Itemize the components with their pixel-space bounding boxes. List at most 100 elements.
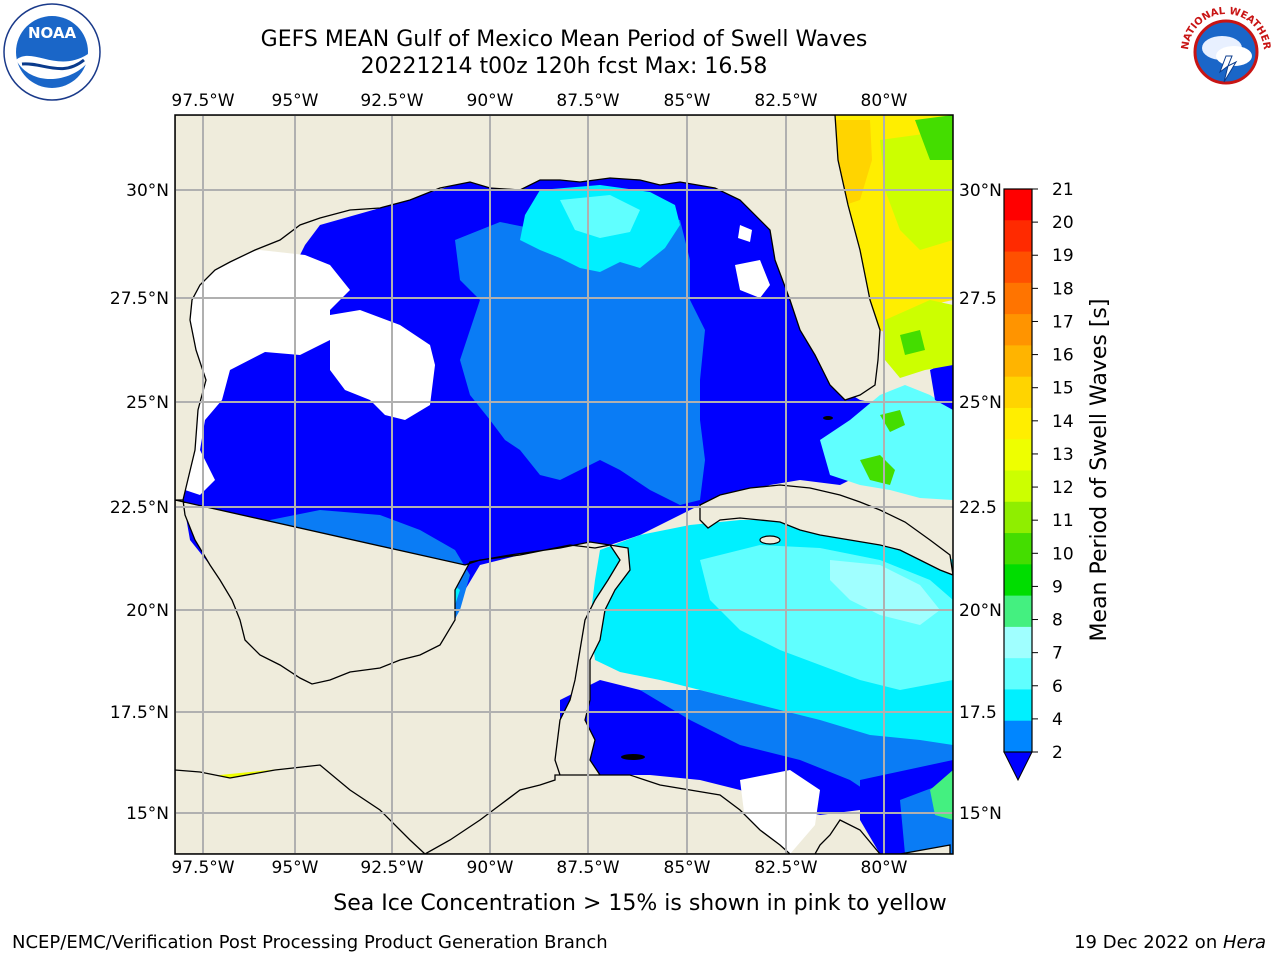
colorbar-bin [1004, 564, 1032, 597]
lat-tick-label: 30°N [126, 181, 169, 201]
colorbar-bin [1004, 470, 1032, 503]
lon-tick-label: 85°W [664, 91, 711, 111]
gulf-nodata-ne [735, 260, 770, 298]
lon-tick-label: 80°W [861, 858, 908, 878]
footer-date: 19 Dec 2022 on Hera [1074, 932, 1266, 953]
lon-tick-label: 82.5°W [754, 91, 817, 111]
colorbar-bin [1004, 251, 1032, 284]
colorbar-tick-label: 8 [1052, 611, 1063, 631]
colorbar-bin [1004, 626, 1032, 659]
lon-tick-label: 85°W [664, 858, 711, 878]
lat-tick-label: 20°N [126, 601, 169, 621]
gulf-nodata-west [182, 250, 350, 495]
colorbar-bin [1004, 658, 1032, 690]
colorbar-tick-label: 20 [1052, 213, 1074, 233]
colorbar-bin [1004, 720, 1032, 753]
footer-date-text: 19 Dec 2022 on [1074, 932, 1223, 953]
footer-host: Hera [1222, 932, 1266, 953]
lat-tick-labels-right: 30°N 27.5 25°N 22.5 20°N 17.5 15°N [959, 181, 1002, 824]
colorbar-bin [1004, 689, 1032, 722]
colorbar-tick-label: 18 [1052, 279, 1074, 299]
lon-tick-label: 97.5°W [171, 858, 234, 878]
lon-tick-label: 90°W [467, 91, 514, 111]
lat-tick-label: 25°N [959, 393, 1002, 413]
gulf-nodata-center [330, 310, 435, 420]
colorbar-bin [1004, 376, 1032, 409]
colorbar-bin [1004, 407, 1032, 440]
lon-tick-label: 87.5°W [556, 91, 619, 111]
noaa-logo: NOAA [3, 3, 101, 101]
colorbar: 21 20 19 18 17 16 15 14 13 12 11 10 9 8 7 6 4 2 [1003, 180, 1074, 782]
colorbar-label: Mean Period of Swell Waves [s] [1087, 299, 1112, 642]
colorbar-tick-label: 9 [1052, 577, 1063, 597]
lon-tick-label: 92.5°W [360, 858, 423, 878]
map-gridlines [175, 115, 953, 854]
lon-tick-labels-bottom: 97.5°W 95°W 92.5°W 90°W 87.5°W 85°W 82.5°W 80°W [171, 858, 907, 878]
colorbar-tick-label: 14 [1052, 412, 1074, 432]
lat-tick-label: 22.5 [959, 498, 997, 518]
colorbar-bin [1004, 595, 1032, 628]
map-frame [174, 114, 954, 855]
lat-tick-label: 25°N [126, 393, 169, 413]
lon-tick-label: 95°W [272, 858, 319, 878]
colorbar-tick-label: 7 [1052, 644, 1063, 664]
lat-tick-label: 27.5 [959, 289, 997, 309]
lat-tick-label: 15°N [126, 804, 169, 824]
atlantic-se-dark [930, 360, 953, 410]
straits-swell-green [860, 455, 895, 485]
land-us-gulf-coast [175, 115, 881, 501]
colorbar-tick-label: 17 [1052, 312, 1074, 332]
bay-islands [621, 754, 645, 760]
gulf-swell-medium [455, 215, 705, 505]
colorbar-bin [1004, 314, 1032, 346]
caribbean-swell-medium-south [640, 690, 953, 800]
colorbar-tick-label: 10 [1052, 544, 1074, 564]
footer-credit: NCEP/EMC/Verification Post Processing Pr… [12, 932, 608, 953]
lon-tick-label: 90°W [467, 858, 514, 878]
lat-tick-label: 27.5°N [110, 289, 169, 309]
colorbar-tick-label: 12 [1052, 478, 1074, 498]
lat-tick-label: 22.5°N [110, 498, 169, 518]
colorbar-tick-label: 15 [1052, 379, 1074, 399]
colorbar-tick-label: 13 [1052, 445, 1074, 465]
lat-tick-label: 30°N [959, 181, 1002, 201]
colorbar-bin [1004, 189, 1032, 221]
colorbar-frame [1003, 188, 1033, 753]
sea-ice-caption: Sea Ice Concentration > 15% is shown in … [333, 891, 947, 916]
atlantic-swell-green-south [900, 330, 925, 355]
colorbar-tick-label: 21 [1052, 180, 1074, 200]
isla-juventud [759, 535, 781, 545]
lat-tick-labels-left: 30°N 27.5°N 25°N 22.5°N 20°N 17.5°N 15°N [110, 181, 169, 824]
florida-keys [823, 416, 833, 420]
colorbar-tick-label: 4 [1052, 710, 1063, 730]
lon-tick-label: 97.5°W [171, 91, 234, 111]
map-title: GEFS MEAN Gulf of Mexico Mean Period of … [260, 27, 868, 52]
lon-tick-label: 87.5°W [556, 858, 619, 878]
lat-tick-label: 15°N [959, 804, 1002, 824]
lat-tick-label: 17.5°N [110, 703, 169, 723]
colorbar-bin [1004, 533, 1032, 565]
lat-tick-label: 20°N [959, 601, 1002, 621]
colorbar-bin [1004, 501, 1032, 534]
colorbar-bin [1004, 220, 1032, 253]
colorbar-bin [1004, 345, 1032, 378]
colorbar-tick-label: 6 [1052, 677, 1063, 697]
gulf-swell-lightcyan-north [560, 195, 640, 238]
lon-tick-labels-top: 97.5°W 95°W 92.5°W 90°W 87.5°W 85°W 82.5°W 80°W [171, 91, 907, 111]
lon-tick-label: 82.5°W [754, 858, 817, 878]
colorbar-bin [1004, 439, 1032, 471]
straits-swell-cyan [820, 385, 953, 500]
straits-swell-green2 [880, 410, 905, 432]
colorbar-extend-arrow [1003, 751, 1033, 782]
lat-tick-label: 17.5 [959, 703, 997, 723]
colorbar-bin [1004, 282, 1032, 315]
atlantic-swell-orange [835, 120, 872, 205]
noaa-logo-text: NOAA [28, 24, 77, 42]
atlantic-swell-green [915, 115, 953, 160]
colorbar-tick-label: 16 [1052, 346, 1074, 366]
nws-logo: NATIONAL WEATHER SERVICE [1176, 2, 1274, 100]
lon-tick-label: 95°W [272, 91, 319, 111]
gulf-nodata-ne2 [738, 225, 752, 242]
colorbar-tick-label: 19 [1052, 246, 1074, 266]
